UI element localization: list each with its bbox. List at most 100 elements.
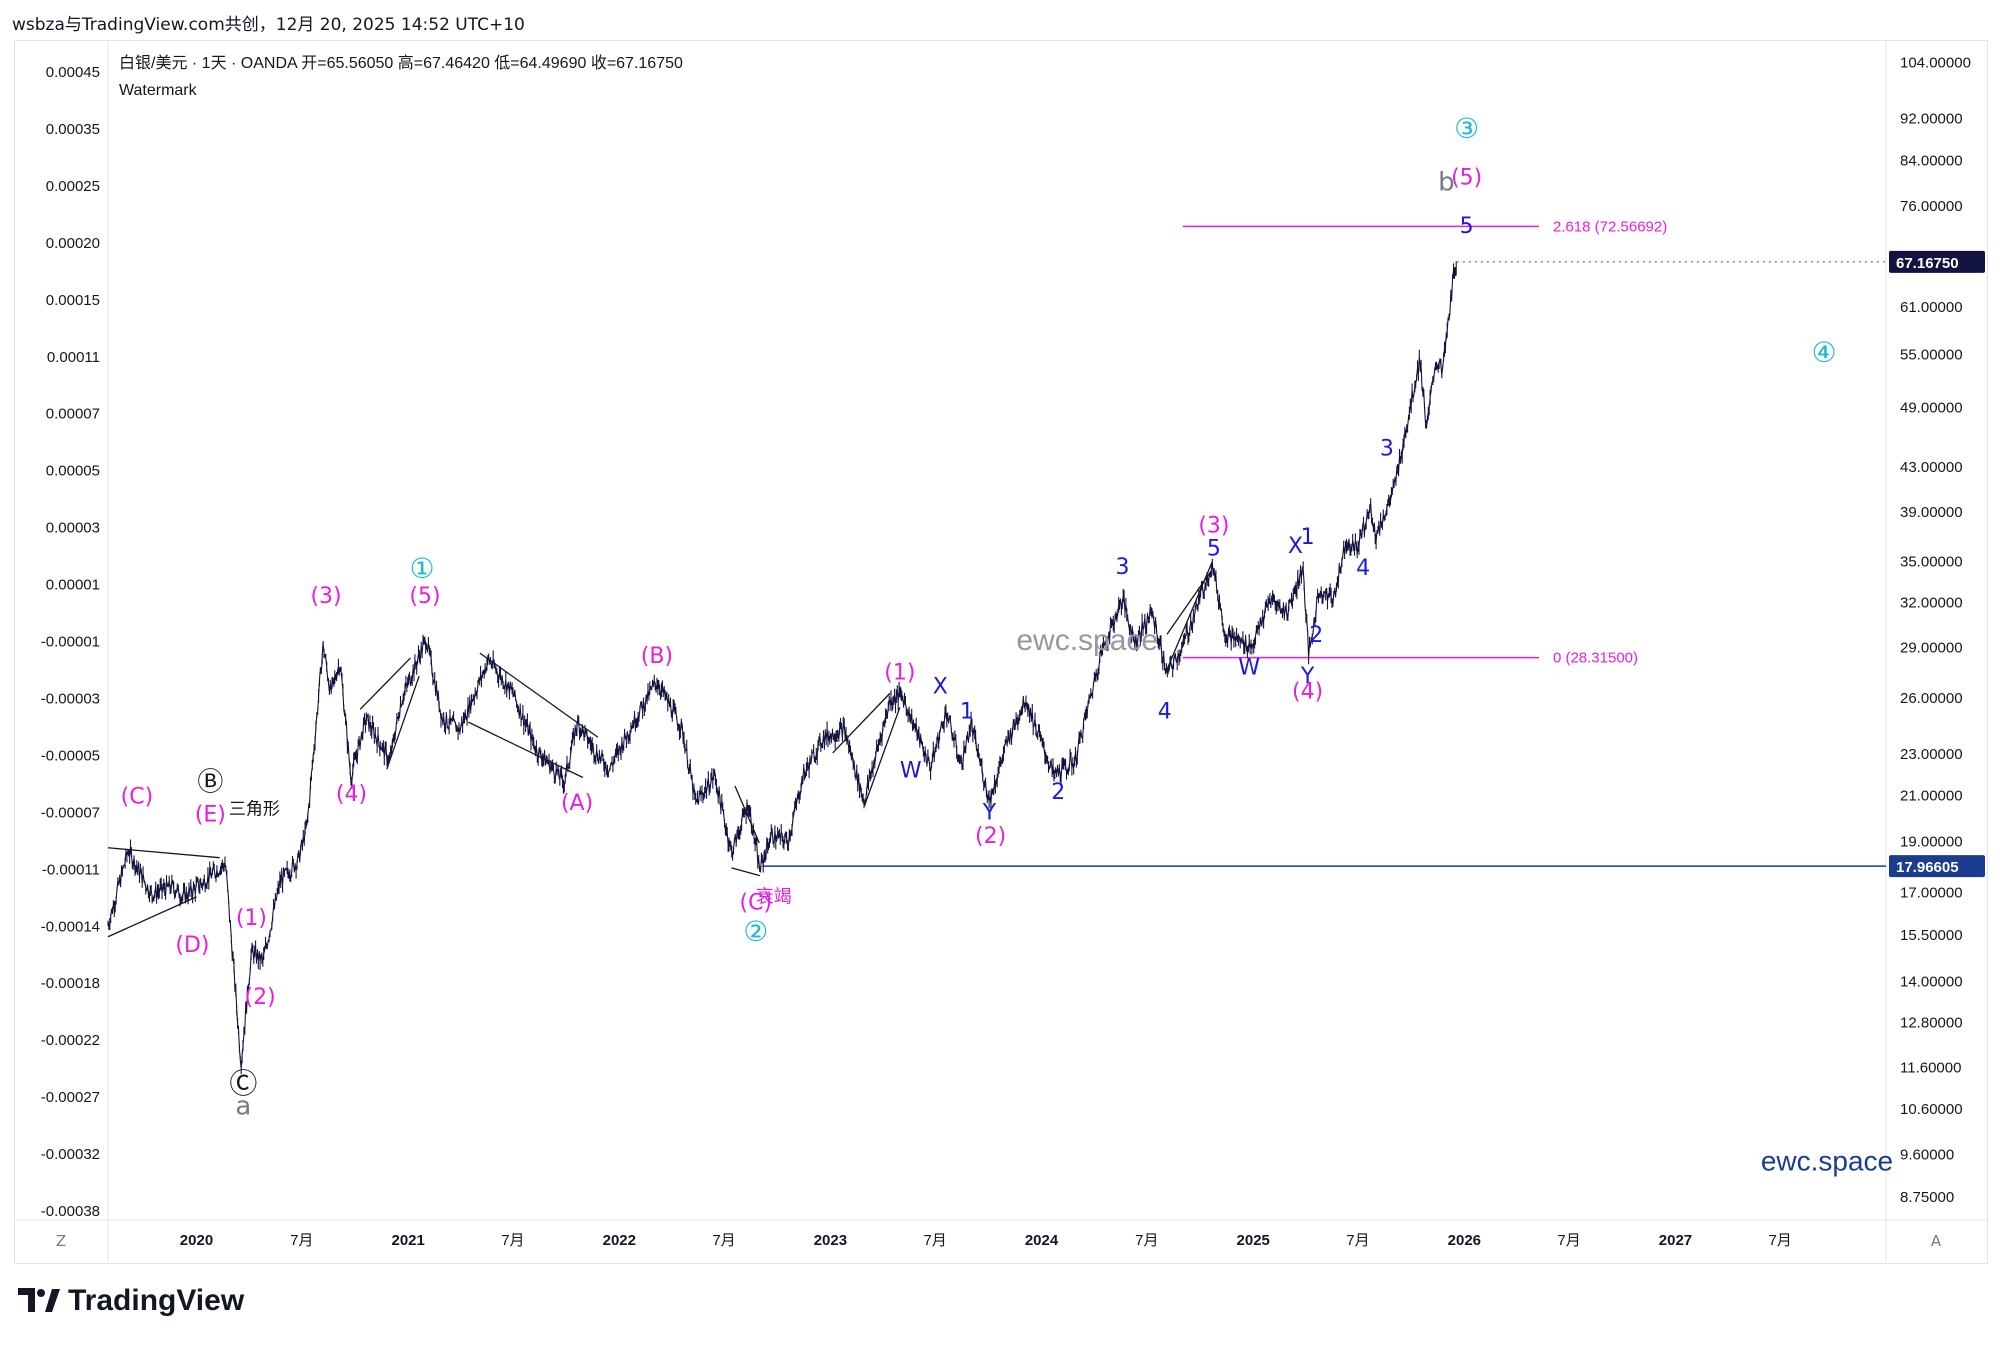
wave-label: (3) <box>310 584 341 609</box>
log-scale-toggle-button[interactable]: Z <box>55 1232 67 1250</box>
price-tick-label: 61.00000 <box>1900 299 1963 316</box>
trendline <box>479 652 599 738</box>
wave-label: (A) <box>561 791 593 816</box>
price-tick-label: 29.00000 <box>1900 640 1963 657</box>
tradingview-logo[interactable]: TradingView <box>18 1284 244 1318</box>
price-layer <box>107 261 1886 1075</box>
price-tick-label: 12.80000 <box>1900 1014 1963 1031</box>
time-tick-label: 7月 <box>712 1232 735 1249</box>
time-tick-label: 7月 <box>1346 1232 1369 1249</box>
horizontal-line-label: 2.618 (72.56692) <box>1553 218 1667 235</box>
trendline <box>863 707 901 806</box>
wave-label: ② <box>743 915 768 948</box>
wave-label: 3 <box>1116 555 1130 580</box>
price-tick-label: 10.60000 <box>1900 1101 1963 1118</box>
wave-label: (2) <box>975 824 1006 849</box>
wave-label: Y <box>1300 664 1315 689</box>
wave-label: W <box>1238 655 1260 680</box>
price-bars <box>107 261 1457 1075</box>
price-tick-label: 49.00000 <box>1900 399 1963 416</box>
hline-price-badge: 17.96605 <box>1896 859 1959 876</box>
left-tick-label: 0.00025 <box>46 178 100 195</box>
left-tick-label: -0.00011 <box>42 861 100 878</box>
time-tick-label: 7月 <box>1135 1232 1158 1249</box>
overlay-text: ewc.space <box>1016 624 1158 657</box>
price-tick-label: 17.00000 <box>1900 884 1963 901</box>
time-tick-label: 2023 <box>814 1232 847 1249</box>
last-price-badge-bg <box>1889 250 1985 273</box>
wave-label: ④ <box>1812 336 1837 369</box>
auto-scale-toggle-button[interactable]: A <box>1930 1232 1942 1250</box>
price-tick-label: 26.00000 <box>1900 690 1963 707</box>
wave-label: 1 <box>960 699 974 724</box>
horizontal-line-label: 0 (28.31500) <box>1553 650 1638 667</box>
wave-label: 衰竭 <box>756 886 792 907</box>
time-axis: 2020 7月 2021 7月 2022 7月 2023 7月 2024 7月 2025 7月 2026… <box>180 1232 1792 1249</box>
left-tick-label: -0.00005 <box>41 747 100 764</box>
wave-label: (4) <box>336 782 367 807</box>
trendline <box>731 867 761 877</box>
grid-layer <box>14 40 1986 1262</box>
wave-label: 5 <box>1207 536 1221 561</box>
tradingview-logo-icon <box>18 1288 60 1312</box>
price-tick-label: 84.00000 <box>1900 152 1963 169</box>
price-tick-label: 43.00000 <box>1900 459 1963 476</box>
left-tick-label: -0.00001 <box>41 634 100 651</box>
wave-label: (1) <box>884 660 915 685</box>
wave-label: b <box>1438 167 1455 197</box>
trendline <box>1166 561 1213 670</box>
wave-label: ① <box>410 552 435 585</box>
trendline <box>1166 570 1212 635</box>
time-tick-label: 2022 <box>603 1232 636 1249</box>
price-tick-label: 21.00000 <box>1900 788 1963 805</box>
left-tick-label: 0.00003 <box>46 520 100 537</box>
wave-label: (E) <box>195 803 226 828</box>
trendline <box>468 721 584 779</box>
price-tick-label: 35.00000 <box>1900 554 1963 571</box>
time-tick-label: 2024 <box>1025 1232 1059 1249</box>
left-tick-label: -0.00018 <box>41 975 100 992</box>
price-tick-label: 55.00000 <box>1900 346 1963 363</box>
price-tick-label: 15.50000 <box>1900 927 1963 944</box>
trendline <box>734 785 760 844</box>
wave-label: 4 <box>1158 699 1172 724</box>
price-tick-label: 9.60000 <box>1900 1146 1954 1163</box>
left-tick-label: 0.00015 <box>46 292 100 309</box>
time-tick-label: 7月 <box>501 1232 524 1249</box>
overlay-text: ewc.space <box>1761 1145 1893 1176</box>
wave-label: 2 <box>1309 623 1323 648</box>
wave-label: (4) <box>1292 680 1323 705</box>
wave-label: ③ <box>1454 112 1479 145</box>
wave-label: Ⓑ <box>197 767 223 797</box>
publish-info: wsbza与TradingView.com共创，12月 20, 2025 14:… <box>12 15 525 35</box>
wave-label: (C) <box>121 784 154 809</box>
price-tick-label: 23.00000 <box>1900 746 1963 763</box>
symbol-info-line: 白银/美元 · 1天 · OANDA 开=65.56050 高=67.46420… <box>119 54 683 72</box>
wave-label: (2) <box>245 985 276 1010</box>
time-tick-label: 2020 <box>180 1232 213 1249</box>
left-tick-label: 0.00011 <box>47 349 100 366</box>
price-tick-label: 92.00000 <box>1900 111 1963 128</box>
wave-label: X <box>933 674 948 699</box>
price-tick-label: 32.00000 <box>1900 595 1963 612</box>
left-tick-label: -0.00007 <box>41 804 100 821</box>
wave-label: 3 <box>1380 437 1394 462</box>
price-tick-label: 104.00000 <box>1900 55 1971 72</box>
wave-label: 三角形 <box>229 800 280 820</box>
wave-label: (3) <box>1198 514 1229 539</box>
left-tick-label: -0.00027 <box>41 1089 100 1106</box>
horizontal-lines-layer: 2.618 (72.56692) 0 (28.31500) <box>762 218 1886 867</box>
right-price-axis: 8.75000 9.60000 10.60000 11.60000 12.80000 14… <box>1889 55 1985 1206</box>
left-tick-label: -0.00003 <box>41 690 100 707</box>
wave-label: 4 <box>1356 556 1370 581</box>
chart-frame <box>14 40 1988 1264</box>
wave-label: (B) <box>641 644 673 669</box>
time-tick-label: 2021 <box>392 1232 425 1249</box>
trendline <box>832 692 891 754</box>
price-chart[interactable]: 2.618 (72.56692) 0 (28.31500) (C) (D) (E) 三角… <box>0 0 2000 1270</box>
left-tick-label: 0.00007 <box>46 406 100 423</box>
price-tick-label: 14.00000 <box>1900 973 1963 990</box>
trendline <box>107 847 220 859</box>
left-tick-label: -0.00014 <box>41 918 100 935</box>
time-tick-label: 7月 <box>290 1232 313 1249</box>
